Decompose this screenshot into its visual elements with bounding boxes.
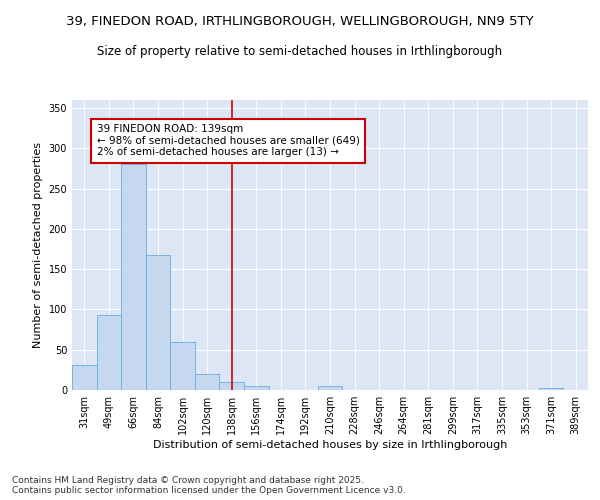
Bar (220, 382, 244, 390)
X-axis label: Distribution of semi-detached houses by size in Irthlingborough: Distribution of semi-detached houses by … (153, 440, 507, 450)
Text: Contains HM Land Registry data © Crown copyright and database right 2025.
Contai: Contains HM Land Registry data © Crown c… (12, 476, 406, 495)
Bar (146, 256, 170, 390)
Bar (121, 164, 146, 390)
Text: Size of property relative to semi-detached houses in Irthlingborough: Size of property relative to semi-detach… (97, 45, 503, 58)
Text: 39, FINEDON ROAD, IRTHLINGBOROUGH, WELLINGBOROUGH, NN9 5TY: 39, FINEDON ROAD, IRTHLINGBOROUGH, WELLI… (66, 15, 534, 28)
Bar (97, 315, 121, 390)
Bar (72, 365, 97, 390)
Bar (318, 386, 342, 390)
Text: 39 FINEDON ROAD: 139sqm
← 98% of semi-detached houses are smaller (649)
2% of se: 39 FINEDON ROAD: 139sqm ← 98% of semi-de… (97, 124, 359, 158)
Bar (195, 374, 220, 390)
Y-axis label: Number of semi-detached properties: Number of semi-detached properties (33, 142, 43, 348)
Bar (244, 386, 269, 390)
Bar (539, 388, 563, 390)
Bar (170, 342, 195, 390)
